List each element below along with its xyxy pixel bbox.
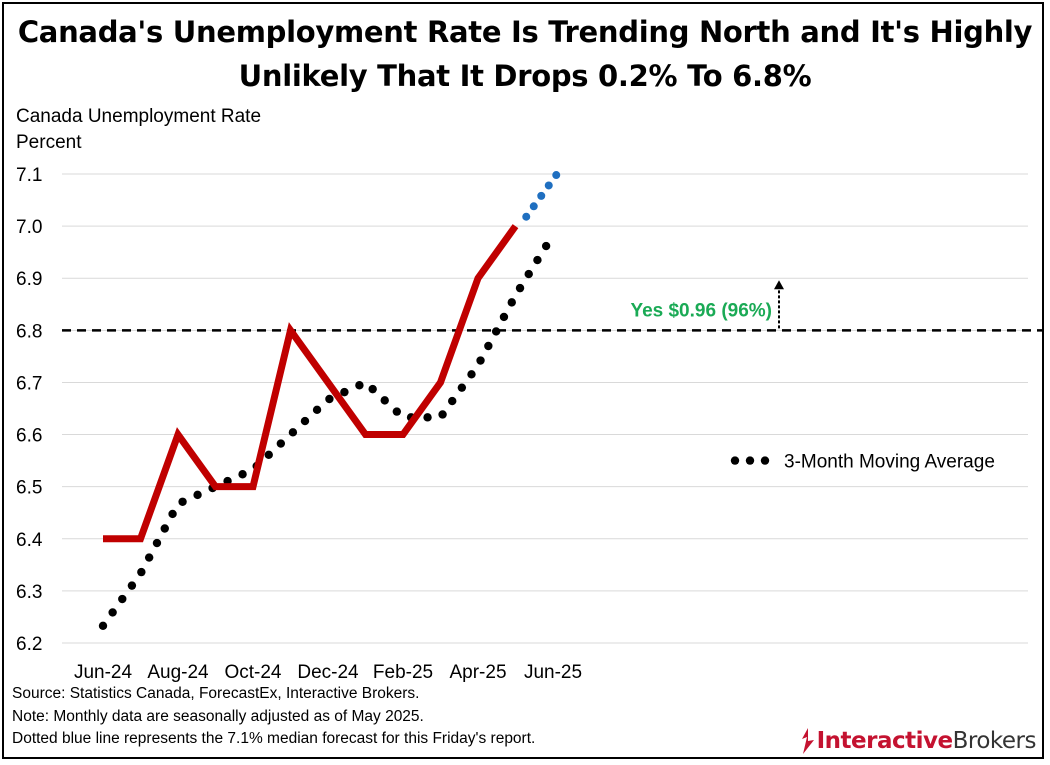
chart-title: Canada's Unemployment Rate Is Trending N… — [0, 10, 1050, 98]
moving-average-point — [355, 381, 364, 390]
y-tick-label: 6.3 — [16, 582, 42, 603]
moving-average-point — [137, 567, 146, 577]
moving-average-point — [168, 509, 177, 519]
annotation-arrow-head — [774, 280, 784, 290]
y-tick-label: 6.4 — [16, 530, 43, 551]
moving-average-series — [98, 241, 551, 631]
moving-average-point — [288, 428, 298, 437]
y-axis-label-line-2: Percent — [16, 132, 82, 153]
moving-average-point — [98, 621, 108, 631]
interactive-brokers-logo: InteractiveBrokers — [799, 726, 1037, 756]
y-tick-label: 7.1 — [16, 165, 42, 186]
moving-average-point — [533, 255, 542, 265]
logo-text-part1: Interactive — [816, 728, 954, 754]
moving-average-point — [499, 312, 509, 322]
moving-average-point — [392, 407, 402, 416]
moving-average-point — [144, 553, 154, 562]
legend-dot — [745, 456, 755, 465]
moving-average-point — [178, 497, 187, 506]
legend-dot — [760, 456, 770, 465]
moving-average-point — [118, 594, 127, 604]
source-note: Source: Statistics Canada, ForecastEx, I… — [12, 685, 420, 702]
moving-average-point — [312, 405, 322, 415]
moving-average-point — [476, 356, 485, 365]
moving-average-point — [160, 524, 169, 533]
legend: 3-Month Moving Average — [730, 452, 995, 473]
legend-dot — [730, 456, 740, 465]
moving-average-point — [276, 439, 286, 448]
forecast-point — [544, 181, 553, 190]
x-tick-label: Oct-24 — [224, 662, 281, 683]
x-tick-label: Dec-24 — [297, 662, 359, 683]
x-tick-label: Jun-24 — [74, 662, 133, 683]
moving-average-point — [438, 410, 447, 419]
title-line-1: Canada's Unemployment Rate Is Trending N… — [17, 15, 1033, 49]
y-tick-label: 6.8 — [16, 321, 42, 342]
logo-text-part2: Brokers — [952, 728, 1037, 754]
moving-average-point — [340, 387, 349, 397]
y-tick-label: 6.7 — [16, 373, 42, 394]
moving-average-point — [127, 581, 137, 590]
forecast-note: Dotted blue line represents the 7.1% med… — [12, 730, 536, 747]
moving-average-point — [457, 383, 467, 392]
forecast-point — [522, 212, 531, 221]
x-tick-label: Apr-25 — [449, 662, 506, 683]
y-tick-label: 6.2 — [16, 634, 42, 655]
moving-average-point — [491, 327, 501, 336]
moving-average-point — [264, 450, 273, 460]
moving-average-point — [467, 370, 476, 379]
forecast-series — [522, 171, 561, 221]
moving-average-point — [325, 394, 334, 404]
x-tick-label: Jun-25 — [524, 662, 582, 683]
footer-notes: Source: Statistics Canada, ForecastEx, I… — [12, 683, 535, 751]
y-tick-label: 6.5 — [16, 478, 42, 499]
moving-average-point — [484, 341, 493, 351]
data-note: Note: Monthly data are seasonally adjust… — [12, 707, 424, 725]
moving-average-point — [423, 413, 432, 422]
y-tick-label: 7.0 — [16, 217, 42, 238]
annotation-text: Yes $0.96 (96%) — [630, 300, 772, 321]
moving-average-point — [108, 608, 117, 617]
flame-icon — [801, 728, 814, 754]
moving-average-point — [193, 490, 202, 500]
forecast-point — [537, 191, 546, 200]
moving-average-point — [448, 396, 457, 406]
y-axis-label: Canada Unemployment Rate Percent — [16, 104, 261, 156]
moving-average-point — [541, 241, 551, 251]
x-tick-labels: Jun-24 Aug-24 Oct-24 Dec-24 Feb-25 Apr-25 Jun-… — [74, 662, 582, 683]
moving-average-point — [368, 384, 377, 394]
legend-label: 3-Month Moving Average — [784, 452, 995, 473]
moving-average-point — [515, 283, 525, 293]
x-tick-label: Feb-25 — [373, 662, 433, 683]
x-tick-label: Aug-24 — [147, 662, 209, 683]
moving-average-point — [380, 396, 389, 405]
forecast-point — [529, 202, 538, 211]
y-tick-label: 6.6 — [16, 426, 42, 447]
forecast-point — [552, 171, 561, 180]
moving-average-point — [300, 416, 310, 426]
y-tick-labels: 6.2 6.3 6.4 6.5 6.6 6.7 6.8 6.9 7.0 7.1 — [16, 165, 43, 655]
moving-average-point — [152, 538, 162, 548]
moving-average-point — [524, 269, 533, 279]
unemployment-rate-line — [103, 224, 519, 543]
y-tick-label: 6.9 — [16, 269, 42, 290]
moving-average-point — [507, 298, 516, 307]
moving-average-point — [238, 470, 247, 479]
title-line-2: Unlikely That It Drops 0.2% To 6.8% — [238, 59, 812, 93]
annotation: Yes $0.96 (96%) — [630, 280, 784, 329]
y-axis-label-line-1: Canada Unemployment Rate — [16, 106, 262, 127]
